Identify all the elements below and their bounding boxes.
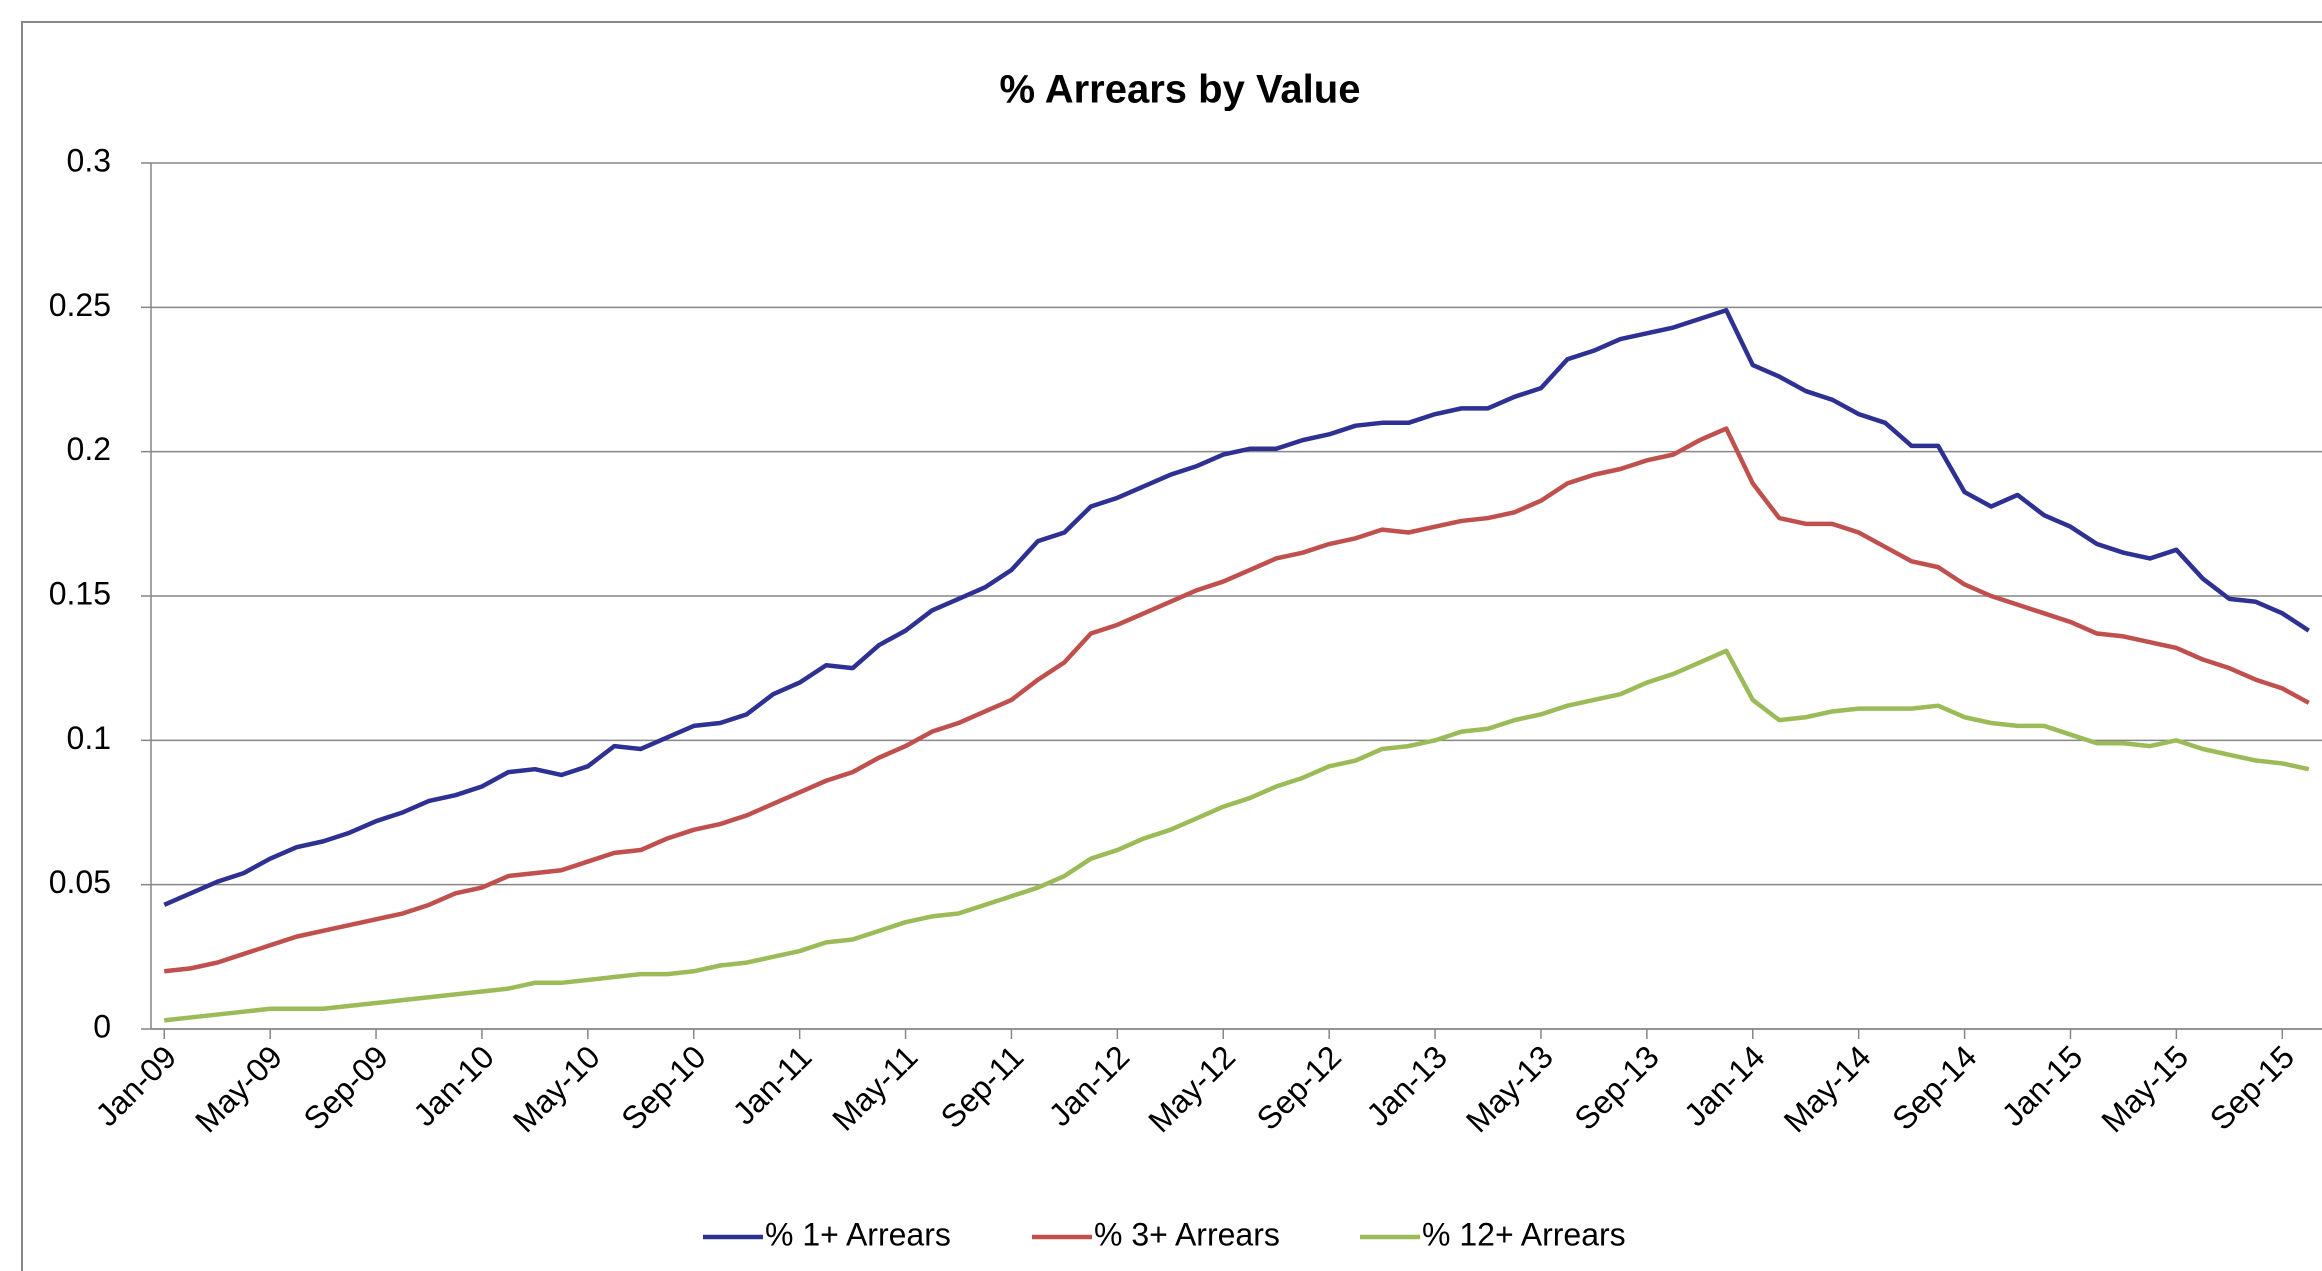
y-tick-label: 0.05: [49, 864, 111, 900]
legend-label: % 12+ Arrears: [1422, 1216, 1626, 1252]
series-line: [163, 426, 2310, 974]
y-tick-label: 0.1: [67, 720, 111, 756]
y-tick-label: 0.25: [49, 287, 111, 323]
legend-label: % 1+ Arrears: [765, 1216, 951, 1252]
legend-label: % 3+ Arrears: [1094, 1216, 1280, 1252]
chart-title: % Arrears by Value: [1000, 68, 1361, 112]
y-tick-label: 0.15: [49, 575, 111, 611]
chart-border: [21, 21, 2322, 1271]
y-tick-label: 0: [93, 1008, 111, 1044]
y-tick-label: 0.2: [67, 431, 111, 467]
series-line: [163, 307, 2310, 907]
series-line: [163, 648, 2310, 1023]
y-tick-label: 0.3: [67, 142, 111, 178]
